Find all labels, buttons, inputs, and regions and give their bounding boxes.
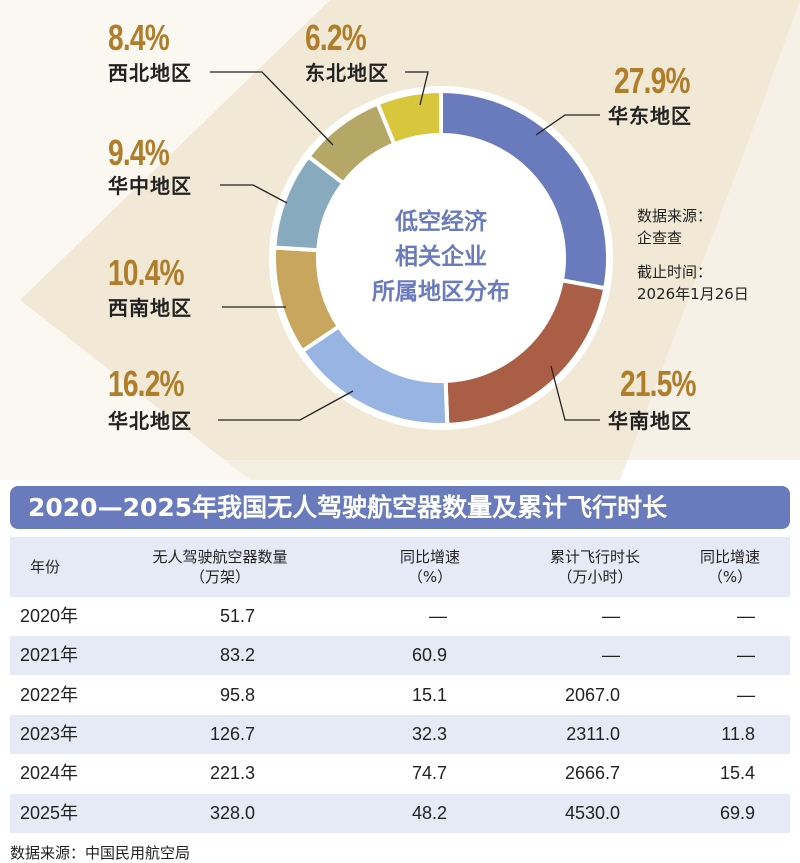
table-row: 2022年 95.8 15.1 2067.0 —	[10, 676, 790, 715]
source-label: 数据来源：	[637, 207, 713, 225]
header-count-growth: 同比增速 （%）	[365, 547, 495, 587]
header-text: 同比增速	[699, 548, 760, 566]
cutoff-value: 2026年1月26日	[637, 285, 749, 303]
slice-pct-label: 21.5%	[620, 363, 697, 404]
table-row: 2021年 83.2 60.9 — —	[10, 636, 790, 676]
table-cell: 2022年	[20, 684, 79, 705]
chart-title-line: 所属地区分布	[372, 279, 510, 305]
table-cell: 221.3	[209, 763, 255, 784]
table-cell: 95.8	[219, 684, 255, 705]
slice-pct-label: 16.2%	[108, 363, 185, 404]
slice-region-label: 华东地区	[608, 104, 692, 128]
table-row: 2020年 51.7 — — —	[10, 597, 790, 636]
chart-title: 低空经济 相关企业 所属地区分布	[331, 205, 551, 310]
slice-pct-label: 8.4%	[108, 17, 170, 58]
source-value: 企查查	[637, 229, 683, 247]
header-unit: （%）	[707, 568, 753, 586]
table-cell: 11.8	[721, 723, 755, 744]
table-cell: 2025年	[20, 802, 79, 823]
table-cell: 60.9	[411, 645, 447, 666]
table-cell: 2021年	[20, 645, 79, 666]
slice-region-label: 西北地区	[108, 61, 192, 85]
slice-pct-label: 27.9%	[614, 60, 691, 101]
leader-line	[535, 114, 600, 136]
header-text: 无人驾驶航空器数量	[152, 548, 288, 566]
header-hours: 累计飞行时长 （万小时）	[520, 547, 670, 587]
table-cell: 83.2	[219, 645, 255, 666]
chart-title-line: 低空经济	[395, 209, 487, 235]
donut-slice-东北地区	[374, 88, 443, 147]
table-header: 年份 无人驾驶航空器数量 （万架） 同比增速 （%） 累计飞行时长 （万小时） 同比增…	[10, 537, 790, 597]
table-row: 2023年 126.7 32.3 2311.0 11.8	[10, 714, 790, 754]
slice-region-label: 东北地区	[305, 61, 389, 85]
table-cell: 4530.0	[564, 802, 620, 823]
header-year: 年份	[29, 558, 60, 576]
table-cell: 48.2	[411, 802, 447, 823]
slice-region-label: 华中地区	[108, 174, 192, 198]
table-cell: 2666.7	[564, 763, 620, 784]
table-cell: —	[602, 645, 620, 666]
table-cell: 15.1	[411, 684, 447, 705]
header-hours-growth: 同比增速 （%）	[680, 547, 780, 587]
header-unit: （万小时）	[557, 568, 633, 586]
leader-line	[218, 390, 354, 421]
header-unit: （%）	[407, 568, 453, 586]
table-row: 2025年 328.0 48.2 4530.0 69.9	[10, 793, 790, 833]
header-unit: （万架）	[189, 568, 250, 586]
header-text: 累计飞行时长	[549, 548, 640, 566]
table-title: 2020—2025年我国无人驾驶航空器数量及累计飞行时长	[10, 486, 790, 529]
leader-line	[210, 71, 334, 146]
table-cell: —	[737, 645, 755, 666]
slice-region-label: 西南地区	[108, 296, 192, 320]
slice-region-label: 华北地区	[108, 409, 192, 433]
slice-pct-label: 10.4%	[108, 252, 185, 293]
table-cell: —	[429, 606, 447, 626]
header-text: 同比增速	[399, 548, 460, 566]
header-count: 无人驾驶航空器数量 （万架）	[120, 547, 320, 587]
table-cell: —	[737, 606, 755, 626]
table-cell: 15.4	[719, 763, 755, 784]
chart-title-line: 相关企业	[395, 244, 487, 270]
donut-chart	[210, 71, 608, 425]
table-cell: 69.9	[719, 802, 755, 823]
table-cell: 2311.0	[566, 723, 620, 744]
table-cell: 32.3	[411, 723, 447, 744]
table-cell: 328.0	[209, 802, 255, 823]
table-cell: 2024年	[20, 763, 79, 784]
table-cell: —	[737, 684, 755, 705]
table-cell: 2067.0	[564, 684, 620, 705]
chart-source-note: 数据来源： 企查查 截止时间： 2026年1月26日	[637, 205, 749, 305]
slice-region-label: 华南地区	[608, 409, 692, 433]
table-row: 2024年 221.3 74.7 2666.7 15.4	[10, 754, 790, 793]
table-cell: 2023年	[20, 723, 79, 744]
slice-pct-label: 9.4%	[108, 132, 170, 173]
leader-line	[405, 71, 429, 106]
leader-line	[550, 365, 600, 421]
slice-pct-label: 6.2%	[305, 17, 367, 58]
table-cell: 2020年	[20, 606, 79, 626]
table-cell: —	[602, 606, 620, 626]
table-cell: 74.7	[411, 763, 447, 784]
table-source: 数据来源：中国民用航空局	[10, 844, 191, 862]
leader-line	[220, 184, 288, 204]
cutoff-label: 截止时间：	[637, 263, 713, 281]
table-cell: 51.7	[219, 606, 255, 626]
table-cell: 126.7	[209, 723, 255, 744]
